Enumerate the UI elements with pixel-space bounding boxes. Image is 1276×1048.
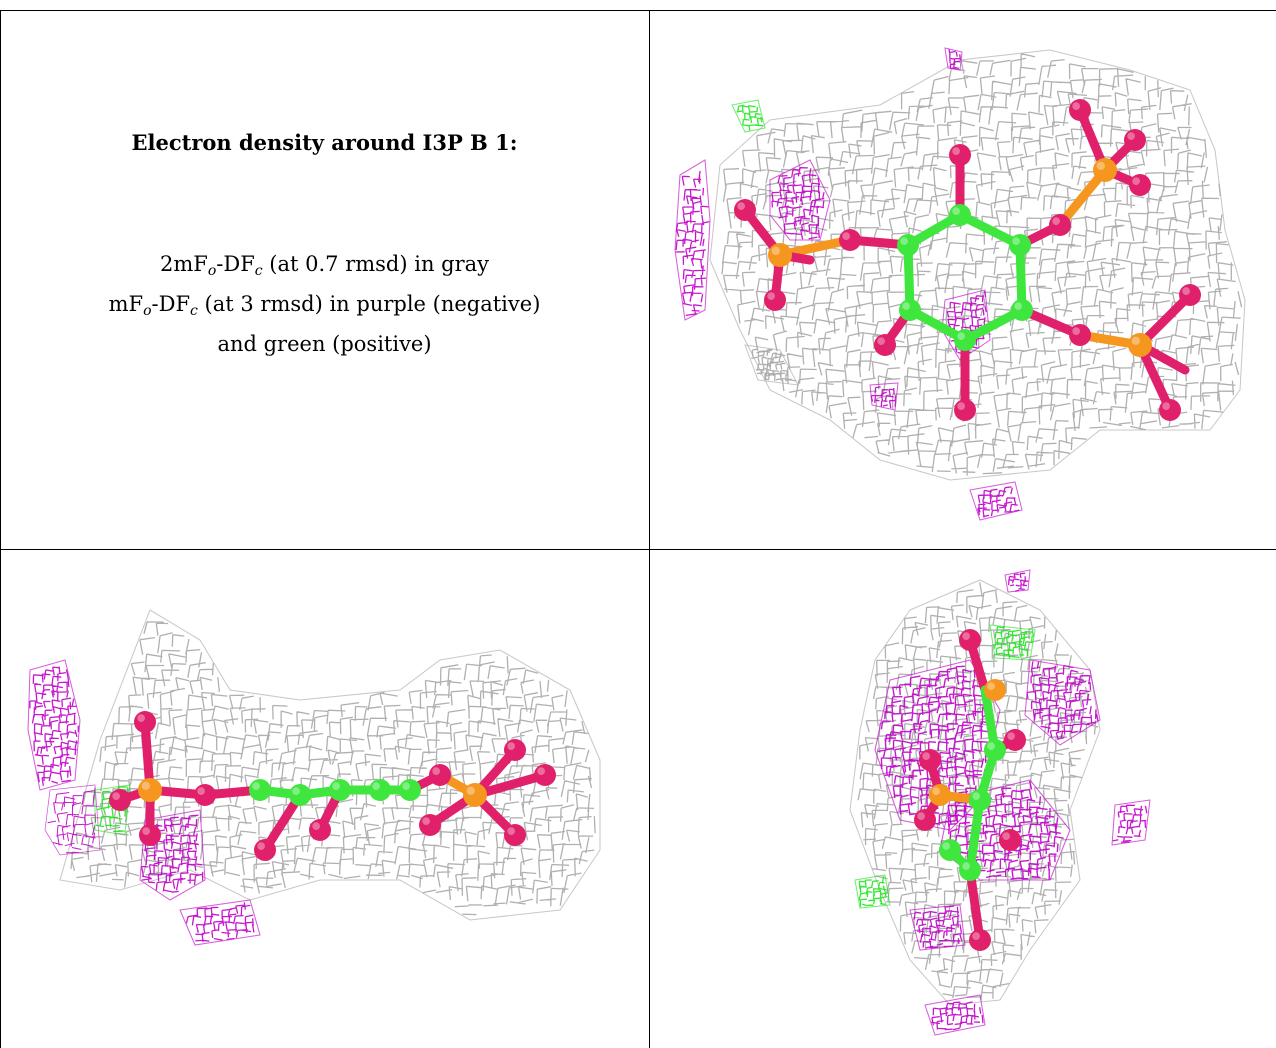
phosphorus-atom xyxy=(929,784,951,806)
oxygen-atom xyxy=(1124,129,1146,151)
oxygen-atom xyxy=(949,144,971,166)
green-mesh xyxy=(731,99,766,133)
table-border-vertical xyxy=(649,10,650,1048)
purple-mesh xyxy=(674,159,711,321)
oxygen-atom xyxy=(1069,99,1091,121)
table-border-middle xyxy=(0,549,1276,550)
figure-title: Electron density around I3P B 1: xyxy=(131,130,518,155)
purple-mesh xyxy=(44,784,101,856)
legend-text: 2mFo-DFc (at 0.7 rmsd) in gray mFo-DFc (… xyxy=(0,248,649,361)
phosphorus-atom xyxy=(1093,158,1117,182)
view-bottom-right xyxy=(650,550,1276,1048)
carbon-atom xyxy=(959,859,981,881)
oxygen-atom xyxy=(1049,214,1071,236)
phosphorus-atom xyxy=(984,679,1006,701)
purple-mesh xyxy=(1111,799,1151,846)
oxygen-atom xyxy=(429,764,451,786)
density-view-1 xyxy=(674,47,1246,521)
phosphorus-atom xyxy=(768,243,792,267)
gray-mesh xyxy=(849,579,1101,1006)
oxygen-atom xyxy=(1129,174,1151,196)
oxygen-atom xyxy=(134,711,156,733)
oxygen-atom xyxy=(534,764,556,786)
oxygen-atom xyxy=(874,334,896,356)
phosphorus-atom xyxy=(138,778,162,802)
oxygen-atom xyxy=(919,749,941,771)
phosphorus-atom xyxy=(463,783,487,807)
bond xyxy=(965,865,985,945)
carbon-atom xyxy=(899,299,921,321)
legend-line-gray: 2mFo-DFc (at 0.7 rmsd) in gray xyxy=(159,252,490,279)
oxygen-atom xyxy=(914,809,936,831)
green-mesh xyxy=(989,624,1036,661)
oxygen-atom xyxy=(309,819,331,841)
purple-mesh xyxy=(1024,659,1101,746)
carbon-atom xyxy=(939,839,961,861)
oxygen-atom xyxy=(764,289,786,311)
phosphorus-atom xyxy=(1128,333,1152,357)
oxygen-atom xyxy=(734,199,756,221)
oxygen-atom xyxy=(194,784,216,806)
oxygen-atom xyxy=(1179,284,1201,306)
purple-mesh xyxy=(139,809,206,901)
carbon-atom xyxy=(249,779,271,801)
oxygen-atom xyxy=(1069,324,1091,346)
table-border-top xyxy=(0,10,1276,11)
oxygen-atom xyxy=(1159,399,1181,421)
table-border-left xyxy=(0,10,1,1048)
green-mesh xyxy=(854,874,891,909)
oxygen-atom xyxy=(954,399,976,421)
purple-mesh xyxy=(969,481,1023,521)
bond xyxy=(470,770,550,800)
oxygen-atom xyxy=(504,824,526,846)
view-bottom-left xyxy=(0,550,649,1048)
carbon-atom xyxy=(949,204,971,226)
gray-mesh xyxy=(59,609,601,921)
carbon-atom xyxy=(984,739,1006,761)
oxygen-atom xyxy=(959,629,981,651)
carbon-atom xyxy=(369,779,391,801)
oxygen-atom xyxy=(504,739,526,761)
carbon-atom xyxy=(1011,299,1033,321)
oxygen-atom xyxy=(969,929,991,951)
purple-mesh xyxy=(1004,569,1031,593)
oxygen-atom xyxy=(1004,729,1026,751)
gray-mesh xyxy=(744,344,799,386)
view-top-right xyxy=(650,0,1276,549)
carbon-atom xyxy=(954,329,976,351)
purple-mesh xyxy=(909,904,966,951)
oxygen-atom xyxy=(839,229,861,251)
oxygen-atom xyxy=(139,824,161,846)
legend-line-green: and green (positive) xyxy=(217,332,432,356)
purple-mesh xyxy=(924,994,986,1036)
carbon-atom xyxy=(897,234,919,256)
purple-mesh xyxy=(179,899,261,946)
ring-bond xyxy=(955,210,1025,250)
ring-bond xyxy=(965,795,985,875)
carbon-atom xyxy=(329,779,351,801)
carbon-atom xyxy=(399,779,421,801)
oxygen-atom xyxy=(109,789,131,811)
purple-mesh xyxy=(869,382,899,411)
oxygen-atom xyxy=(254,839,276,861)
carbon-atom xyxy=(1009,234,1031,256)
carbon-atom xyxy=(289,784,311,806)
density-view-3 xyxy=(849,569,1151,1036)
gray-mesh xyxy=(709,49,1246,481)
oxygen-atom xyxy=(419,814,441,836)
caption-cell: Electron density around I3P B 1: 2mFo-DF… xyxy=(0,0,649,549)
oxygen-atom xyxy=(999,829,1021,851)
purple-mesh xyxy=(769,159,831,241)
carbon-atom xyxy=(969,789,991,811)
legend-line-purple: mFo-DFc (at 3 rmsd) in purple (negative) xyxy=(108,292,541,319)
density-view-2 xyxy=(27,609,601,946)
purple-mesh xyxy=(27,659,81,791)
purple-mesh xyxy=(944,47,963,71)
